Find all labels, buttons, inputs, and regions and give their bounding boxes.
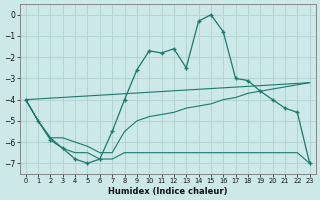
X-axis label: Humidex (Indice chaleur): Humidex (Indice chaleur) — [108, 187, 228, 196]
